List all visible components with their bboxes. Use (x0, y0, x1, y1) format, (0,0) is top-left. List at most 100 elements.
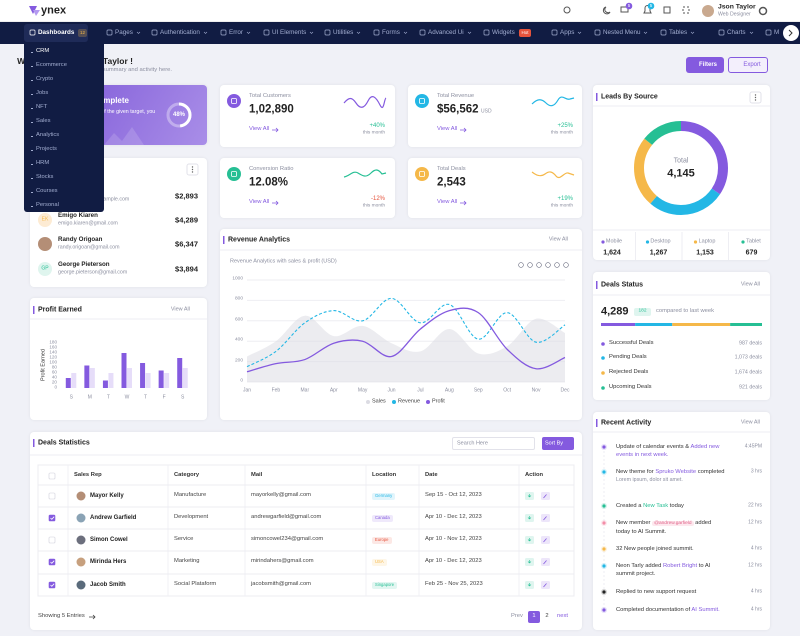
export-button[interactable] (728, 57, 768, 73)
card-title: Leads By Source (601, 93, 658, 101)
activity-message: Created a (616, 503, 642, 509)
search-input[interactable] (452, 437, 535, 450)
submenu-item[interactable]: Personal (36, 202, 59, 209)
view-all[interactable]: View All (740, 419, 760, 426)
activity-note: Lorem ipsum, dolor sit amet. (616, 477, 683, 484)
submenu-item[interactable]: Jobs (36, 90, 49, 97)
nav-item[interactable]: UI Elements (272, 28, 307, 36)
y-tick-label: 160 (49, 344, 57, 350)
nav-item[interactable]: Charts (727, 28, 746, 36)
view-all[interactable]: View All (548, 236, 568, 243)
view-all[interactable]: View All (170, 306, 190, 313)
x-tick-label: S (69, 394, 73, 401)
donut-label: Total (673, 157, 689, 165)
mail: mayorkelly@gmail.com (251, 492, 312, 499)
filters-button[interactable] (686, 57, 724, 73)
x-tick-label: May (357, 387, 368, 394)
top-header (0, 0, 800, 22)
activity-link: AI Summit. (691, 607, 720, 613)
x-tick-label: Oct (503, 387, 512, 394)
legend-value: 1,153 (696, 249, 714, 257)
x-tick-label: M (87, 394, 92, 401)
submenu-bullet (31, 136, 33, 137)
submenu-item[interactable]: Courses (36, 188, 58, 195)
activity-text: Replied to new support request (616, 588, 726, 596)
nav-item[interactable]: Dashboards (38, 28, 75, 36)
submenu-item[interactable]: HRM (36, 160, 50, 167)
nav-item[interactable]: Error (229, 28, 243, 36)
activity-text: New theme for Spruko Website completed L… (616, 468, 726, 485)
activity-link: Spruko Website (655, 469, 697, 475)
page-number[interactable]: 2 (545, 613, 549, 620)
y-tick-label: 600 (234, 317, 243, 323)
mail: jacobsmith@gmail.com (251, 581, 312, 588)
nav-active (24, 24, 88, 42)
x-tick-label: Nov (531, 387, 541, 394)
activity-message: New member (616, 520, 651, 526)
activity-message: today (669, 503, 684, 509)
nav-item[interactable]: Utilities (333, 28, 354, 36)
activity-tag: @andrew.garfield (652, 521, 694, 526)
nav-item[interactable]: Pages (115, 28, 133, 36)
status-label: Successful Deals (609, 340, 654, 347)
stat-link[interactable]: View All (249, 126, 270, 133)
deal-amount: $3,894 (175, 264, 198, 274)
activity-message: Neon Tarly added (616, 563, 662, 569)
sort-label[interactable]: Sort By (545, 439, 564, 446)
legend-value: 1,624 (603, 249, 621, 257)
stat-title: Total Deals (437, 166, 466, 173)
page-next[interactable]: next (557, 613, 568, 620)
submenu-item[interactable]: Crypto (36, 76, 54, 83)
stat-link[interactable]: View All (437, 199, 458, 206)
date: Apr 10 - Dec 12, 2023 (425, 514, 482, 521)
submenu-item[interactable]: Analytics (36, 132, 60, 139)
activity-message: Update of calendar events & (616, 444, 690, 450)
rep-name: Andrew Garfield (90, 515, 137, 521)
filters-label[interactable]: Filters (698, 62, 718, 68)
stat-link[interactable]: View All (249, 199, 270, 206)
page-number[interactable]: 1 (532, 613, 536, 620)
nav-item[interactable]: Apps (560, 28, 575, 36)
activity-card (593, 412, 770, 630)
table-footer: Showing 5 Entries (38, 613, 85, 620)
nav-item[interactable]: Widgets (492, 28, 515, 36)
x-tick-label: Sep (473, 387, 483, 394)
status-label: Rejected Deals (609, 369, 649, 376)
activity-message: Completed documentation of (616, 607, 691, 613)
export-label[interactable]: Export (743, 62, 761, 68)
stat-change: +19% (557, 196, 573, 202)
deals-table-card (30, 432, 582, 630)
submenu-item[interactable]: Projects (36, 146, 57, 153)
submenu-item[interactable]: Sales (36, 118, 51, 125)
page-prev[interactable]: Prev (511, 613, 523, 620)
view-all[interactable]: View All (740, 281, 760, 288)
stat-link[interactable]: View All (437, 126, 458, 133)
compare-text: compared to last week (656, 308, 714, 315)
nav-item[interactable]: M (774, 28, 780, 36)
nav-item[interactable]: Forms (382, 28, 400, 36)
user-role: Web Designer (718, 11, 751, 18)
nav-item[interactable]: Advanced Ui (428, 28, 464, 36)
stat-card (408, 85, 582, 147)
status-label: Upcoming Deals (609, 384, 652, 391)
x-tick-label: T (144, 394, 148, 401)
submenu-item[interactable]: Stocks (36, 174, 54, 181)
change-badge-text: 182 (638, 308, 647, 314)
nav-item[interactable]: Nested Menu (603, 28, 641, 36)
submenu-item[interactable]: CRM (36, 48, 50, 55)
x-tick-label: S (181, 394, 185, 401)
icon-badge-text: 5 (627, 2, 631, 8)
location-badge: Canada (375, 514, 390, 520)
activity-message: 32 New people joined summit. (616, 546, 694, 552)
welcome-subtitle: Track your sales summary and activity he… (58, 67, 172, 74)
nav-item[interactable]: Authentication (160, 28, 200, 36)
mail: mirindahers@gmail.com (251, 558, 314, 565)
sort-button[interactable] (542, 437, 574, 450)
submenu-item[interactable]: NFT (36, 104, 48, 111)
legend-value: 679 (745, 249, 758, 257)
nav-item[interactable]: Tables (669, 28, 688, 36)
card-title: Recent Activity (601, 419, 652, 427)
legend-value: 1,267 (649, 249, 668, 257)
submenu-item[interactable]: Ecommerce (36, 62, 67, 69)
logo-text: ynex (41, 4, 67, 17)
